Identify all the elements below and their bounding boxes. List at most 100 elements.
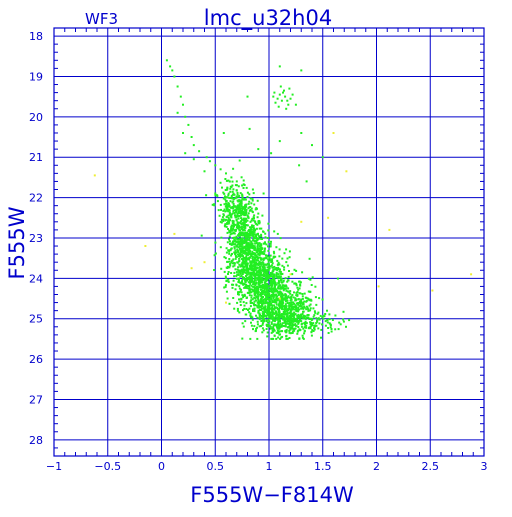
star-point (227, 280, 230, 283)
star-point (240, 298, 243, 301)
star-point (240, 291, 243, 294)
star-point (252, 258, 255, 261)
star-point (299, 284, 302, 287)
star-point (220, 208, 222, 211)
star-point (250, 260, 253, 263)
star-point (238, 221, 241, 224)
x-tick-label: 2.5 (422, 460, 440, 473)
star-point (267, 249, 270, 252)
star-point (246, 296, 248, 299)
star-point (264, 305, 267, 308)
star-point (249, 282, 252, 285)
star-point (261, 261, 264, 264)
star-point (287, 275, 290, 278)
star-point (261, 307, 264, 310)
star-point (257, 262, 260, 265)
star-point (294, 103, 297, 106)
star-point (260, 233, 263, 236)
star-point (321, 156, 324, 159)
star-point (242, 277, 245, 280)
star-point (273, 252, 276, 255)
star-point (232, 167, 235, 170)
star-point (277, 285, 280, 288)
star-point (246, 238, 248, 241)
star-point (266, 278, 269, 281)
outlier-point (225, 301, 227, 304)
star-point (223, 192, 226, 195)
star-point (315, 317, 318, 320)
star-point (268, 263, 270, 266)
star-point (280, 307, 283, 310)
outlier-point (278, 297, 281, 300)
star-point (216, 195, 219, 198)
star-point (214, 241, 217, 244)
star-point (299, 302, 302, 305)
star-point (282, 308, 285, 311)
star-point (264, 300, 267, 303)
star-point (222, 209, 225, 212)
star-point (254, 274, 257, 277)
star-point (228, 235, 231, 238)
star-point (224, 225, 227, 228)
star-point (240, 245, 243, 248)
y-tick-label: 19 (29, 70, 43, 83)
star-point (311, 329, 314, 332)
y-tick-label: 23 (29, 232, 43, 245)
star-point (226, 241, 229, 244)
star-point (274, 306, 277, 309)
star-point (309, 317, 312, 320)
star-point (311, 276, 314, 279)
star-point (284, 308, 286, 311)
star-point (240, 176, 243, 179)
star-point (277, 322, 280, 325)
star-point (242, 294, 245, 297)
star-point (263, 263, 266, 266)
star-point (271, 318, 274, 321)
star-point (221, 216, 224, 219)
star-point (267, 318, 270, 321)
star-point (257, 297, 260, 300)
star-point (240, 288, 242, 291)
star-point (228, 249, 231, 252)
star-point (238, 257, 241, 260)
star-point (252, 246, 255, 249)
star-point (271, 262, 274, 265)
star-point (176, 85, 179, 88)
star-point (228, 220, 231, 223)
star-point (295, 269, 298, 272)
star-point (228, 252, 231, 255)
star-point (319, 314, 322, 317)
star-point (277, 326, 279, 329)
star-point (241, 194, 244, 197)
star-point (239, 253, 242, 256)
star-point (264, 306, 266, 309)
star-point (301, 303, 304, 306)
star-point (228, 204, 231, 207)
star-point (241, 254, 244, 257)
star-point (211, 203, 214, 206)
star-point (228, 213, 231, 216)
x-axis-ticks: −1 −0.5 0 0.5 1 1.5 2 2.5 3 (46, 28, 488, 473)
star-point (250, 202, 253, 205)
star-point (258, 235, 261, 238)
star-point (234, 196, 237, 199)
star-point (229, 264, 232, 267)
star-point (275, 288, 278, 291)
star-point (266, 272, 269, 275)
star-point (182, 132, 184, 134)
star-point (225, 208, 228, 210)
star-point (271, 295, 274, 298)
star-point (261, 310, 264, 313)
y-tick-label: 28 (29, 434, 43, 447)
star-point (324, 324, 327, 327)
star-point (276, 297, 279, 300)
star-point (338, 321, 341, 324)
star-point (271, 301, 274, 304)
star-point (321, 323, 324, 326)
star-point (308, 299, 311, 302)
star-point (289, 326, 292, 329)
star-point (261, 312, 264, 315)
star-point (225, 179, 228, 182)
star-point (288, 321, 291, 324)
